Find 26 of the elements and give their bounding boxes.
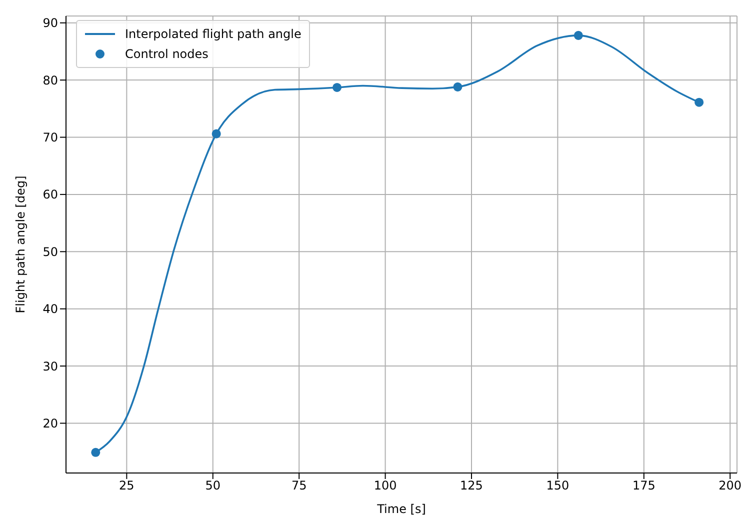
x-tick-label: 25 bbox=[119, 478, 134, 493]
x-tick-label: 200 bbox=[718, 478, 742, 493]
point bbox=[332, 82, 342, 92]
point bbox=[212, 129, 221, 138]
x-tick-label: 100 bbox=[374, 478, 397, 493]
y-tick-label: 50 bbox=[42, 244, 58, 259]
y-tick-label: 20 bbox=[42, 416, 58, 430]
y-tick-label: 90 bbox=[42, 16, 58, 30]
legend-label: Control nodes bbox=[125, 46, 208, 63]
legend-label: Interpolated flight path angle bbox=[125, 26, 302, 43]
x-tick-label: 125 bbox=[460, 478, 483, 493]
x-tick-label: 175 bbox=[632, 478, 656, 493]
x-tick-label: 50 bbox=[205, 478, 221, 493]
y-tick-label: 40 bbox=[42, 302, 58, 316]
point bbox=[694, 98, 704, 107]
y-tick-label: 30 bbox=[42, 359, 58, 374]
y-tick-label: 70 bbox=[42, 130, 58, 145]
x-tick-label: 75 bbox=[291, 478, 307, 493]
x-axis-title: Time [s] bbox=[376, 502, 426, 516]
y-axis-title: Flight path angle [deg] bbox=[13, 176, 28, 314]
y-tick-label: 60 bbox=[42, 188, 58, 202]
point bbox=[453, 82, 462, 92]
x-tick-label: 150 bbox=[546, 478, 570, 493]
y-tick-label: 80 bbox=[42, 73, 58, 88]
point bbox=[91, 448, 100, 457]
point bbox=[574, 30, 583, 40]
